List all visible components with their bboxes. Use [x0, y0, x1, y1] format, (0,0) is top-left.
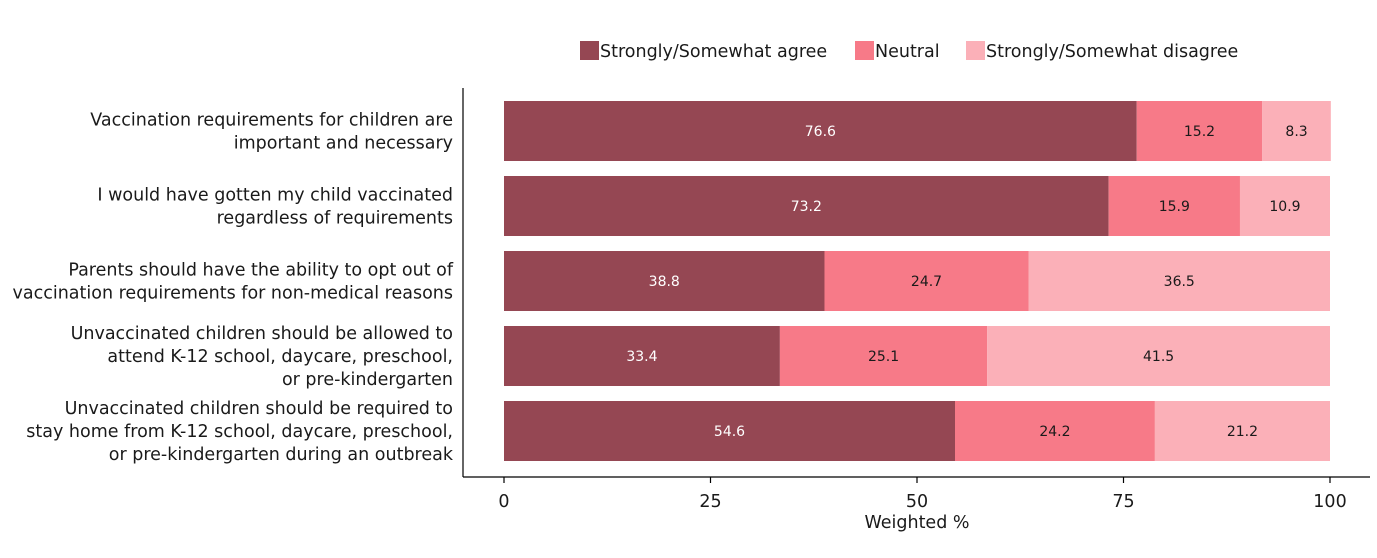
category-label: vaccination requirements for non-medical…: [13, 284, 453, 304]
category-label: attend K-12 school, daycare, preschool,: [107, 347, 453, 367]
data-label: 33.4: [626, 349, 657, 365]
data-label: 21.2: [1227, 424, 1258, 440]
bar-segment: [954, 401, 1155, 461]
bar-segment: [824, 251, 1029, 311]
bar-segment: [504, 176, 1109, 236]
bars: 76.6 15.2 8.3 73.2 15.9 10.9 38.8 24.7 36.5 33.4 2…: [504, 101, 1331, 461]
data-label: 41.5: [1143, 349, 1174, 365]
bar-segment: [504, 101, 1137, 161]
x-tick-label: 50: [906, 492, 928, 512]
bar-segment: [1154, 401, 1330, 461]
bar-segment: [1028, 251, 1330, 311]
data-label: 76.6: [805, 124, 836, 140]
bar-segment: [1108, 176, 1240, 236]
data-label: 73.2: [791, 199, 822, 215]
category-labels: Vaccination requirements for children ar…: [13, 111, 454, 466]
x-axis-title: Weighted %: [864, 513, 969, 533]
data-label: 36.5: [1164, 274, 1195, 290]
bar-segment: [504, 326, 780, 386]
data-label: 38.8: [649, 274, 680, 290]
data-label: 24.2: [1039, 424, 1070, 440]
data-label: 15.2: [1184, 124, 1215, 140]
bar-segment: [779, 326, 988, 386]
bar-segment: [1136, 101, 1263, 161]
x-tick-label: 100: [1313, 492, 1346, 512]
category-label: Unvaccinated children should be allowed …: [71, 324, 453, 344]
category-label: Parents should have the ability to opt o…: [68, 261, 454, 281]
x-tick-label: 25: [699, 492, 721, 512]
category-label: regardless of requirements: [217, 209, 453, 229]
data-label: 8.3: [1285, 124, 1307, 140]
category-label: important and necessary: [234, 134, 453, 154]
x-tick-label: 75: [1112, 492, 1134, 512]
data-label: 24.7: [911, 274, 942, 290]
legend-label: Strongly/Somewhat agree: [600, 42, 827, 62]
legend-swatch: [855, 41, 874, 60]
category-label: or pre-kindergarten: [282, 370, 453, 390]
legend-label: Neutral: [875, 42, 940, 62]
legend-swatch: [966, 41, 985, 60]
data-label: 10.9: [1269, 199, 1300, 215]
category-label: Unvaccinated children should be required…: [65, 399, 453, 419]
bar-segment: [504, 401, 955, 461]
data-label: 54.6: [714, 424, 745, 440]
bar-segment: [1239, 176, 1330, 236]
bar-segment: [504, 251, 825, 311]
bar-segment: [987, 326, 1330, 386]
category-label: I would have gotten my child vaccinated: [97, 186, 453, 206]
category-label: Vaccination requirements for children ar…: [90, 111, 453, 131]
legend: Strongly/Somewhat agree Neutral Strongly/S…: [580, 41, 1238, 62]
category-label: stay home from K-12 school, daycare, pre…: [26, 422, 453, 442]
data-label: 25.1: [868, 349, 899, 365]
x-ticks: 0 25 50 75 100: [498, 477, 1347, 512]
x-tick-label: 0: [498, 492, 509, 512]
bar-segment: [1262, 101, 1331, 161]
legend-label: Strongly/Somewhat disagree: [986, 42, 1238, 62]
category-label: or pre-kindergarten during an outbreak: [109, 445, 454, 465]
data-label: 15.9: [1159, 199, 1190, 215]
legend-swatch: [580, 41, 599, 60]
